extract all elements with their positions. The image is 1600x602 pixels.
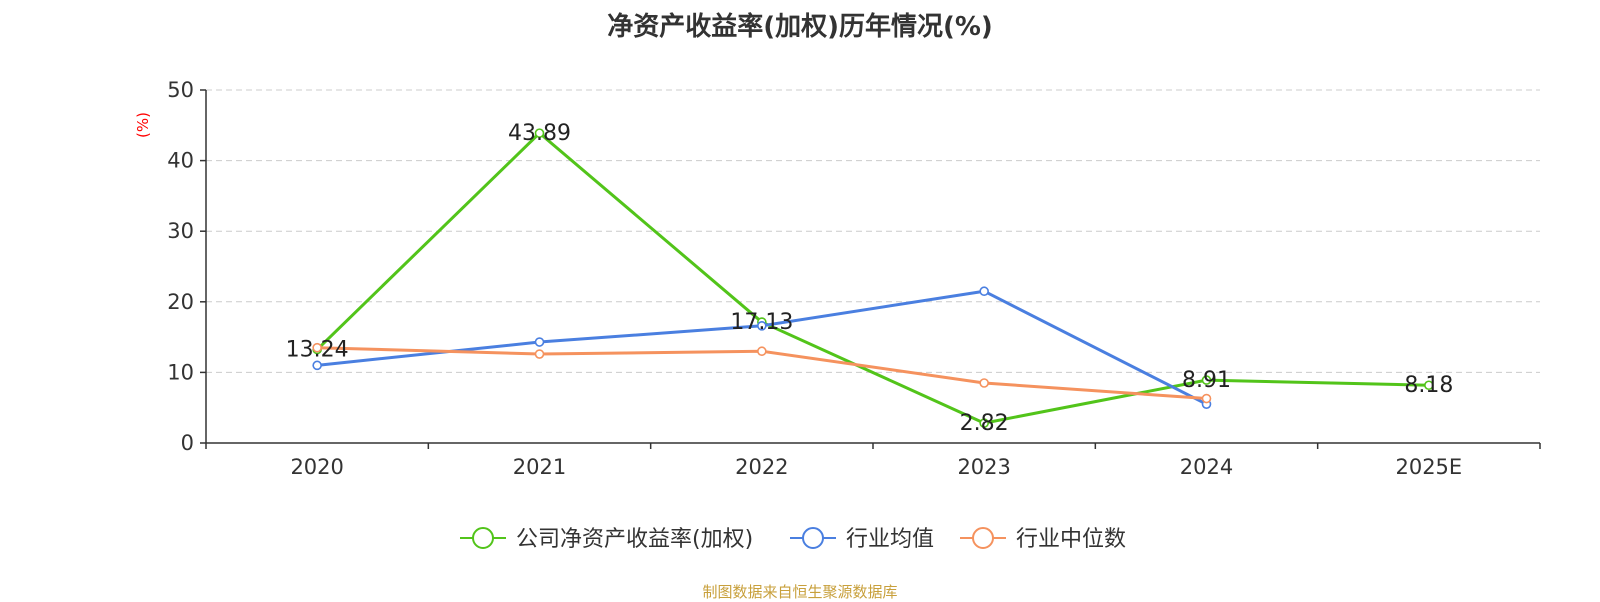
data-label: 13.24 — [286, 338, 349, 363]
data-point — [757, 321, 767, 331]
legend-marker-icon — [802, 527, 824, 549]
data-point — [534, 128, 545, 138]
x-tick-label: 2024 — [1180, 455, 1233, 479]
data-label: 8.91 — [1182, 368, 1231, 393]
data-point — [534, 337, 545, 347]
data-point — [979, 418, 989, 428]
x-tick-label: 2020 — [290, 455, 343, 479]
legend: 公司净资产收益率(加权) 行业均值 行业中位数 — [460, 527, 1126, 552]
y-tick-label: 50 — [167, 78, 194, 102]
data-point — [1424, 380, 1434, 391]
y-tick-label: 0 — [181, 431, 194, 455]
x-tick-label: 2023 — [957, 455, 1010, 479]
legend-marker-icon — [972, 527, 994, 549]
data-label: 43.89 — [508, 121, 571, 146]
x-tick-label: 2021 — [513, 455, 566, 479]
data-point — [312, 342, 322, 353]
data-point — [534, 349, 545, 359]
axis-layer: 0 10 20 30 40 50 (%) 2020 2021 2022 2023 2024 2025E — [134, 78, 1541, 479]
y-tick-label: 40 — [167, 149, 194, 173]
grid-layer — [206, 89, 1540, 373]
series-layer — [312, 128, 1434, 428]
y-tick-label: 20 — [167, 290, 194, 314]
data-point — [979, 378, 989, 388]
series-line-0 — [316, 131, 1429, 425]
data-point — [757, 346, 767, 357]
x-tick-label: 2022 — [735, 455, 788, 479]
data-point — [1201, 375, 1212, 385]
data-label: 17.13 — [730, 310, 793, 335]
legend-label: 行业中位数 — [1016, 527, 1126, 552]
legend-marker-icon — [472, 527, 494, 549]
y-axis-label: (%) — [134, 112, 152, 138]
data-point — [979, 286, 989, 297]
x-tick-label: 2025E — [1395, 455, 1462, 479]
data-label: 2.82 — [960, 411, 1009, 436]
data-label-layer: 13.24 43.89 17.13 2.82 8.91 8.18 — [286, 121, 1454, 436]
chart-title: 净资产收益率(加权)历年情况(%) — [607, 12, 993, 42]
data-point — [312, 360, 322, 371]
legend-label: 行业均值 — [846, 527, 934, 552]
y-tick-label: 10 — [167, 360, 194, 384]
data-source-note: 制图数据来自恒生聚源数据库 — [702, 583, 898, 601]
y-tick-label: 30 — [167, 219, 194, 243]
data-label: 8.18 — [1404, 373, 1453, 398]
data-point — [1201, 393, 1212, 404]
legend-label: 公司净资产收益率(加权) — [516, 527, 753, 552]
